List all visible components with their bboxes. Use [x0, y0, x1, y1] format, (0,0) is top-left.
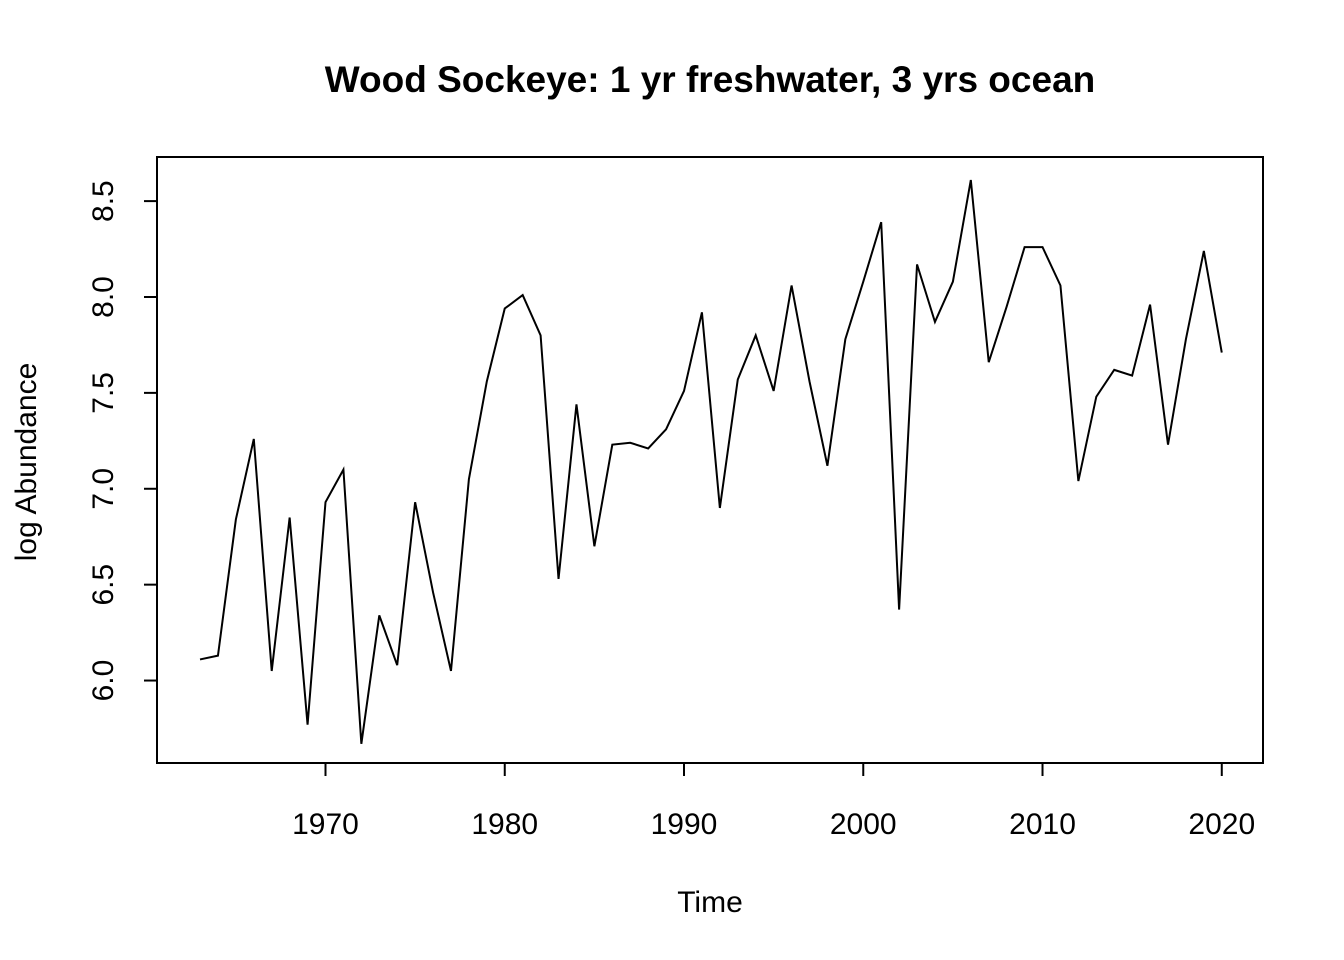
y-axis-label: log Abundance [10, 363, 43, 562]
plot-frame [156, 156, 1264, 764]
y-tick-label: 6.0 [87, 660, 120, 702]
x-tick-label: 2010 [1009, 808, 1076, 841]
y-axis: 6.0 6.5 7.0 7.5 8.0 8.5 [87, 180, 158, 702]
y-tick-label: 8.0 [87, 276, 120, 318]
x-axis-label: Time [677, 886, 743, 919]
series-layer [199, 179, 1223, 744]
x-tick-label: 1990 [651, 808, 718, 841]
y-tick-label: 6.5 [87, 564, 120, 606]
series-line [199, 179, 1223, 744]
y-tick-label: 8.5 [87, 180, 120, 222]
x-tick-label: 1980 [471, 808, 538, 841]
x-tick-label: 2000 [830, 808, 897, 841]
x-tick-label: 2020 [1188, 808, 1255, 841]
x-tick-label: 1970 [292, 808, 359, 841]
x-axis: 1970 1980 1990 2000 2010 2020 [292, 762, 1255, 841]
y-tick-label: 7.5 [87, 372, 120, 414]
chart-title: Wood Sockeye: 1 yr freshwater, 3 yrs oce… [325, 59, 1096, 100]
y-tick-label: 7.0 [87, 468, 120, 510]
